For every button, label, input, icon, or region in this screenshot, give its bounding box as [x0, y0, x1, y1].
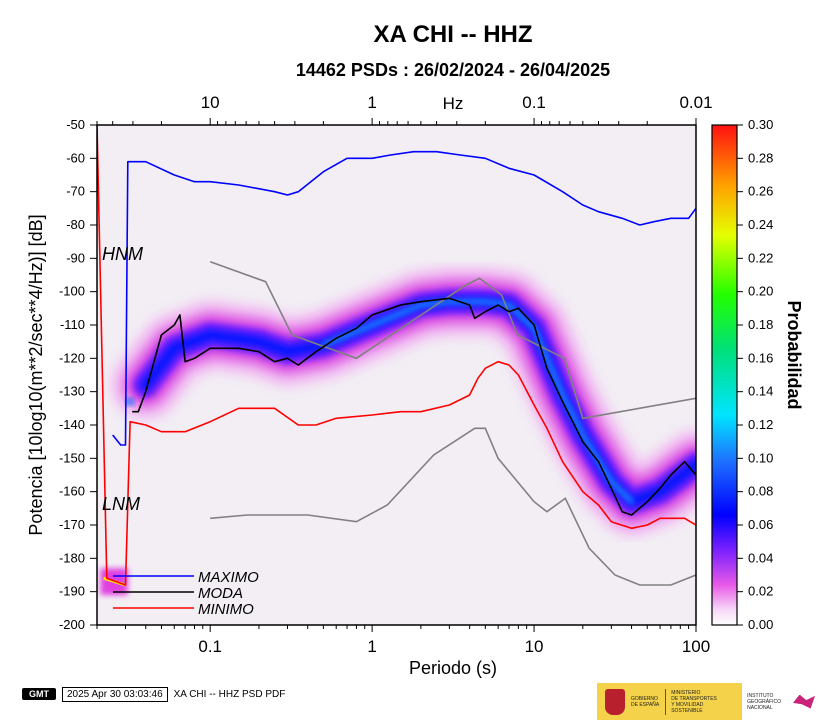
colorbar-tick-label: 0.18	[748, 317, 773, 332]
ign-block: INSTITUTO GEOGRÁFICO NACIONAL	[742, 683, 822, 720]
colorbar-tick-label: 0.26	[748, 184, 773, 199]
ministry-banner: GOBIERNO DE ESPAÑA MINISTERIO DE TRANSPO…	[597, 683, 822, 720]
top-axis-label: Hz	[443, 94, 464, 113]
psd-pdf-chart: XA CHI -- HHZ 14462 PSDs : 26/02/2024 - …	[26, 21, 804, 678]
y-axis-label: Potencia [10log10(m**2/sec**4/Hz)] [dB]	[26, 214, 46, 535]
y-tick-label: -70	[66, 184, 85, 199]
ign-text: INSTITUTO GEOGRÁFICO NACIONAL	[742, 693, 787, 711]
y-tick-label: -50	[66, 117, 85, 132]
footer-caption: XA CHI -- HHZ PSD PDF	[173, 688, 286, 700]
ign-logo-icon	[793, 694, 816, 709]
top-axis: 10 1 0.1 0.01	[96, 93, 713, 125]
colorbar-tick-label: 0.10	[748, 450, 773, 465]
series-line-maximo	[112, 150, 696, 446]
ministry-line-1: MINISTERIO	[671, 689, 701, 696]
gov-text: GOBIERNO DE ESPAÑA	[631, 696, 665, 708]
y-tick-label: -130	[59, 384, 85, 399]
y-tick-label: -60	[66, 150, 85, 165]
ign-line-2: GEOGRÁFICO	[747, 698, 782, 705]
ign-line-3: NACIONAL	[747, 704, 773, 711]
legend-label-moda: MODA	[198, 585, 243, 602]
noise-model-hnm	[209, 260, 696, 420]
y-tick-label: -90	[66, 250, 85, 265]
colorbar	[711, 124, 738, 626]
y-tick-label: -160	[59, 484, 85, 499]
y-tick-label: -140	[59, 417, 85, 432]
y-tick-label: -200	[59, 617, 85, 632]
series-line-minimo	[97, 125, 696, 586]
y-tick-label: -180	[59, 550, 85, 565]
colorbar-tick-label: 0.12	[748, 417, 773, 432]
y-tick-label: -80	[66, 217, 85, 232]
chart-subtitle: 14462 PSDs : 26/02/2024 - 26/04/2025	[296, 60, 610, 80]
ministry-line-2: DE TRANSPORTES	[671, 695, 717, 702]
hnm-label: HNM	[102, 244, 143, 264]
gmt-logo: GMT	[22, 688, 56, 700]
density-dot	[126, 397, 135, 406]
colorbar-tick-label: 0.30	[748, 117, 773, 132]
colorbar-tick-label: 0.24	[748, 217, 773, 232]
y-tick-label: -120	[59, 350, 85, 365]
lnm-label: LNM	[102, 494, 140, 514]
y-tick-label: -170	[59, 517, 85, 532]
noise-models	[209, 260, 696, 586]
legend-label-maximo: MAXIMO	[198, 569, 259, 586]
colorbar-tick-label: 0.14	[748, 384, 773, 399]
x-axis-label: Periodo (s)	[409, 658, 497, 678]
psd-density	[100, 266, 696, 595]
colorbar-tick-label: 0.22	[748, 250, 773, 265]
y-tick-label: -110	[60, 317, 85, 332]
x-tick-label: 1	[367, 637, 376, 656]
x-tick-label: 100	[682, 637, 710, 656]
colorbar-label: Probabilidad	[784, 300, 804, 409]
colorbar-tick-label: 0.28	[748, 150, 773, 165]
top-tick-label: 10	[201, 93, 220, 112]
legend: MAXIMO MODA MINIMO	[113, 569, 259, 618]
top-tick-label: 0.01	[679, 93, 712, 112]
colorbar-tick-label: 0.08	[748, 484, 773, 499]
coat-of-arms-icon	[605, 688, 625, 715]
legend-label-minimo: MINIMO	[198, 601, 254, 618]
y-tick-label: -100	[59, 284, 85, 299]
x-axis: 0.1 1 10 100	[96, 625, 710, 656]
colorbar-tick-label: 0.02	[748, 584, 773, 599]
colorbar-tick-label: 0.16	[748, 350, 773, 365]
top-tick-label: 1	[367, 93, 376, 112]
gov-line-1: GOBIERNO	[630, 695, 658, 702]
footer: GMT 2025 Apr 30 03:03:46 XA CHI -- HHZ P…	[22, 686, 285, 702]
colorbar-tick-label: 0.04	[748, 550, 773, 565]
top-tick-label: 0.1	[522, 93, 546, 112]
colorbar-axis: 0.00 0.02 0.04 0.06 0.08 0.10 0.12 0.14 0.16 0.18…	[737, 117, 773, 632]
chart-title: XA CHI -- HHZ	[373, 21, 532, 48]
colorbar-tick-label: 0.06	[748, 517, 773, 532]
banner-divider	[665, 688, 667, 715]
ministry-text: MINISTERIO DE TRANSPORTES Y MOVILIDAD SO…	[671, 690, 742, 714]
x-tick-label: 0.1	[198, 637, 222, 656]
statistic-lines	[97, 125, 696, 586]
ign-line-1: INSTITUTO	[747, 692, 774, 699]
gov-line-2: DE ESPAÑA	[630, 701, 660, 708]
colorbar-tick-label: 0.20	[748, 284, 773, 299]
x-tick-label: 10	[525, 637, 544, 656]
noise-model-lnm	[210, 427, 696, 586]
y-axis: -50 -60 -70 -80 -90 -100 -110 -120 -130 -140 -150 -…	[59, 117, 97, 632]
series-line-moda	[132, 297, 696, 516]
y-tick-label: -190	[59, 584, 85, 599]
timestamp: 2025 Apr 30 03:03:46	[62, 686, 168, 702]
plot-frame	[96, 124, 697, 626]
colorbar-tick-label: 0.00	[748, 617, 773, 632]
y-tick-label: -150	[59, 450, 85, 465]
density-peak	[321, 299, 634, 504]
ministry-line-3: Y MOVILIDAD SOSTENIBLE	[671, 701, 704, 714]
